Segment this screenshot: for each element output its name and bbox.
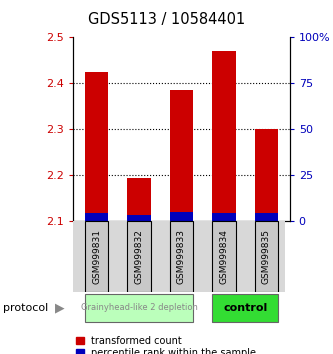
Bar — [170, 90, 193, 221]
Bar — [85, 294, 193, 322]
Bar — [170, 221, 193, 292]
Bar — [85, 221, 108, 292]
Text: control: control — [223, 303, 267, 313]
Bar — [255, 129, 278, 221]
Text: GDS5113 / 10584401: GDS5113 / 10584401 — [88, 12, 245, 27]
Bar — [212, 213, 236, 221]
Text: Grainyhead-like 2 depletion: Grainyhead-like 2 depletion — [81, 303, 197, 313]
Bar — [170, 212, 193, 221]
Bar — [255, 221, 278, 292]
Bar — [212, 51, 236, 221]
Bar — [127, 178, 151, 221]
Text: GSM999834: GSM999834 — [219, 229, 228, 284]
Text: protocol: protocol — [3, 303, 49, 313]
Text: GSM999833: GSM999833 — [177, 229, 186, 284]
Text: GSM999831: GSM999831 — [92, 229, 101, 284]
Text: GSM999835: GSM999835 — [262, 229, 271, 284]
Text: GSM999832: GSM999832 — [135, 229, 144, 284]
Bar — [85, 72, 108, 221]
Legend: transformed count, percentile rank within the sample: transformed count, percentile rank withi… — [76, 336, 256, 354]
Text: ▶: ▶ — [55, 302, 65, 314]
Bar — [85, 213, 108, 221]
Bar — [127, 221, 151, 292]
Bar — [212, 221, 236, 292]
Bar — [212, 294, 278, 322]
Bar — [127, 215, 151, 221]
Bar — [255, 213, 278, 221]
